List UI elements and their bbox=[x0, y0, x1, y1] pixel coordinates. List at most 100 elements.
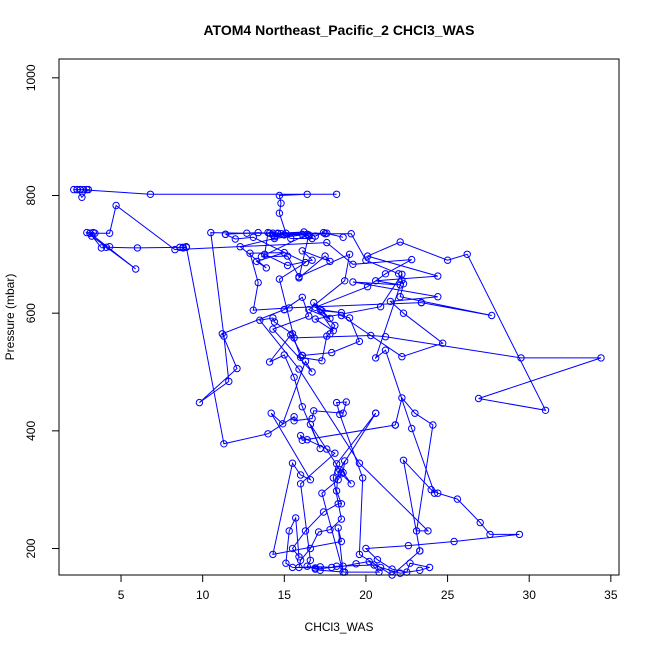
data-point bbox=[78, 193, 86, 202]
data-point bbox=[381, 346, 390, 354]
data-point bbox=[486, 530, 494, 539]
data-point bbox=[373, 556, 382, 564]
data-point bbox=[249, 306, 258, 314]
data-point bbox=[220, 332, 228, 340]
data-point bbox=[283, 252, 292, 260]
data-point bbox=[306, 544, 315, 553]
data-point bbox=[319, 228, 328, 237]
data-point bbox=[434, 272, 442, 280]
series-line-5 bbox=[239, 233, 435, 551]
data-point bbox=[372, 277, 380, 285]
data-point bbox=[416, 547, 424, 555]
data-point bbox=[269, 550, 277, 559]
chart-title: ATOM4 Northeast_Pacific_2 CHCl3_WAS bbox=[203, 22, 474, 38]
series-line-7 bbox=[90, 204, 434, 532]
data-point bbox=[195, 398, 204, 407]
y-axis: 200 400 600 800 1000 bbox=[24, 64, 60, 559]
data-point bbox=[303, 190, 311, 199]
data-point bbox=[298, 436, 306, 444]
data-point bbox=[105, 229, 114, 237]
data-point bbox=[295, 365, 303, 373]
data-point bbox=[296, 471, 305, 479]
data-point bbox=[270, 318, 279, 326]
data-point bbox=[310, 407, 318, 415]
data-point bbox=[416, 566, 424, 574]
data-point bbox=[290, 373, 298, 381]
data-point bbox=[292, 514, 300, 522]
data-point bbox=[105, 243, 114, 251]
data-point bbox=[424, 527, 432, 535]
data-point bbox=[352, 560, 360, 568]
data-point bbox=[308, 368, 316, 376]
data-point bbox=[326, 526, 334, 534]
data-point bbox=[341, 277, 349, 285]
data-point bbox=[342, 398, 350, 406]
data-point bbox=[337, 308, 346, 317]
data-point bbox=[285, 304, 293, 312]
data-point bbox=[425, 563, 434, 572]
data-point bbox=[367, 331, 375, 340]
data-point bbox=[112, 201, 120, 210]
data-point bbox=[295, 563, 303, 572]
data-point bbox=[296, 556, 305, 564]
data-point bbox=[225, 377, 233, 386]
data-point bbox=[262, 264, 270, 272]
data-point bbox=[102, 243, 111, 252]
data-point bbox=[332, 398, 341, 407]
data-point bbox=[362, 544, 370, 553]
data-point bbox=[372, 409, 380, 417]
data-point bbox=[288, 330, 297, 338]
data-point bbox=[376, 563, 385, 572]
data-point bbox=[488, 311, 496, 320]
data-point bbox=[86, 229, 94, 237]
data-point bbox=[269, 231, 277, 239]
data-point bbox=[323, 332, 331, 340]
data-point bbox=[252, 257, 261, 266]
series-line-2 bbox=[269, 296, 352, 573]
data-point bbox=[323, 445, 331, 453]
data-point bbox=[288, 459, 297, 467]
data-point bbox=[146, 190, 155, 199]
data-point bbox=[321, 230, 329, 238]
data-point bbox=[316, 305, 324, 314]
data-point bbox=[308, 256, 316, 264]
data-point bbox=[254, 278, 262, 287]
data-point bbox=[434, 489, 442, 497]
data-point bbox=[355, 337, 364, 346]
data-point bbox=[372, 354, 380, 362]
data-point bbox=[406, 559, 414, 567]
y-tick-label: 600 bbox=[24, 303, 38, 323]
data-point bbox=[306, 476, 315, 484]
data-point bbox=[277, 199, 285, 207]
y-tick-label: 1000 bbox=[24, 64, 38, 91]
data-point bbox=[233, 364, 241, 373]
data-point bbox=[296, 431, 305, 440]
data-point bbox=[411, 409, 419, 417]
data-point bbox=[290, 334, 298, 342]
x-tick-label: 35 bbox=[604, 588, 618, 602]
data-point bbox=[396, 293, 404, 301]
data-point bbox=[207, 228, 215, 237]
data-point bbox=[303, 230, 311, 239]
data-point bbox=[386, 297, 395, 306]
data-point bbox=[376, 303, 385, 311]
data-point bbox=[288, 544, 297, 553]
data-point bbox=[370, 561, 378, 569]
data-point bbox=[298, 293, 306, 301]
y-tick-label: 200 bbox=[24, 538, 38, 558]
data-point bbox=[399, 456, 408, 464]
data-point bbox=[311, 315, 319, 323]
data-point bbox=[363, 252, 372, 260]
data-point bbox=[287, 234, 295, 243]
data-point bbox=[298, 247, 306, 255]
data-point bbox=[474, 394, 483, 403]
data-point bbox=[328, 563, 336, 572]
data-point bbox=[277, 230, 285, 238]
data-point bbox=[84, 185, 93, 194]
x-axis-label: CHCl3_WAS bbox=[305, 620, 374, 634]
data-point bbox=[305, 305, 313, 314]
data-point bbox=[231, 235, 240, 243]
data-point bbox=[323, 238, 331, 247]
data-point bbox=[341, 457, 349, 465]
